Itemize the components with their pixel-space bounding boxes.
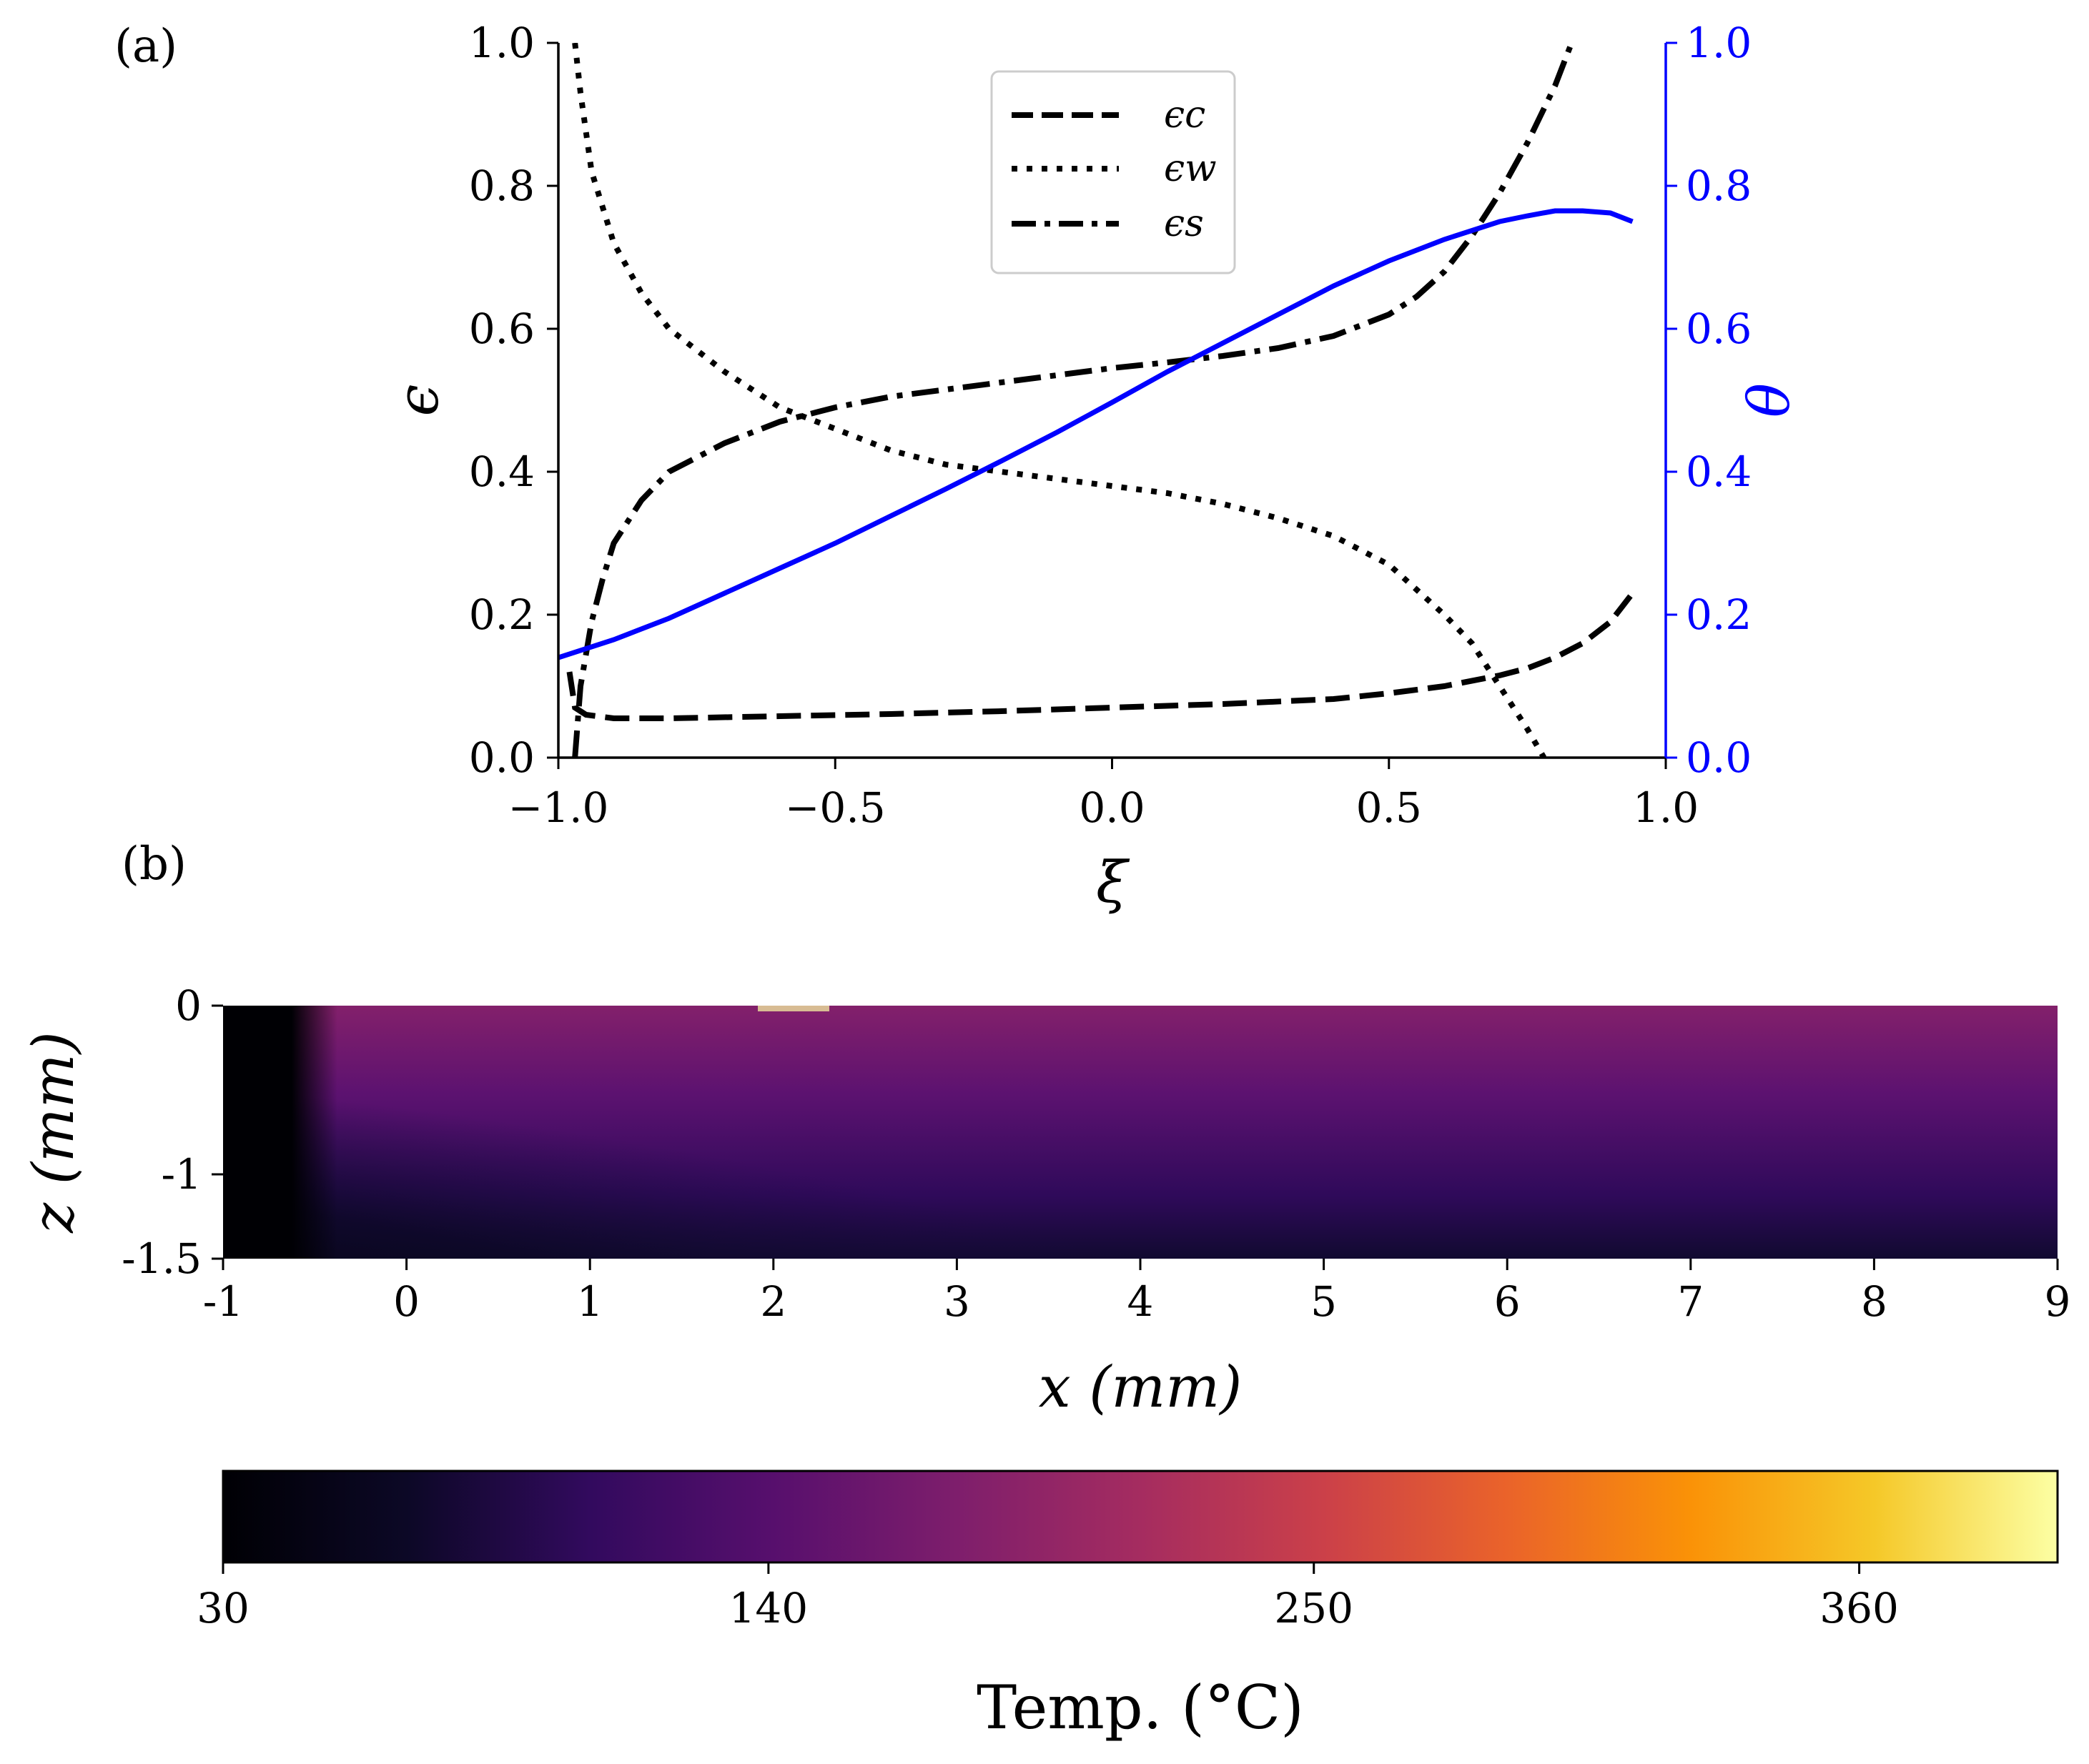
x-tick-label: 0.5: [1356, 783, 1422, 832]
heatmap-x-tick-label: 8: [1861, 1277, 1887, 1326]
y-tick-label: 0.2: [469, 590, 535, 639]
heatmap-x-tick-label: 9: [2045, 1277, 2071, 1326]
y2-tick-label: 0.0: [1686, 733, 1752, 782]
heatmap-peak-marker: [758, 1006, 829, 1011]
series-line-theta: [558, 208, 1634, 660]
x-tick-label: 0.0: [1079, 783, 1145, 832]
colorbar: 30 140 250 360 Temp. (°C): [197, 1470, 2059, 1743]
heatmap-x-tick-label: 7: [1677, 1277, 1704, 1326]
heatmap-y-tick-label: -1: [162, 1150, 202, 1199]
legend-frame: [990, 70, 1236, 274]
colorbar-gradient: [222, 1470, 2059, 1564]
legend: ϵc ϵw ϵs: [990, 70, 1236, 274]
y2-axis-label-theta: θ: [1736, 383, 1802, 417]
heatmap-x-tick-label: 6: [1494, 1277, 1521, 1326]
y-tick-label: 0.0: [469, 733, 535, 782]
panel-a-plot: −1.0 −0.5 0.0 0.5 1.00.00.20.40.60.81.00.00.…: [385, 19, 1802, 916]
heatmap-x-tick-label: 5: [1310, 1277, 1337, 1326]
y2-tick-label: 0.6: [1686, 304, 1752, 353]
heatmap-x-tick-label: 2: [760, 1277, 786, 1326]
heatmap-cold-zone: [223, 1023, 1474, 1259]
series-line-ew: [572, 43, 1547, 758]
panel-b-label: (b): [122, 838, 187, 891]
x-axis-label-x-mm: x (mm): [1039, 1354, 1243, 1420]
y-tick-label: 0.6: [469, 304, 535, 353]
colorbar-tick-label: 360: [1819, 1584, 1899, 1632]
x-axis-label-xi: ξ: [1096, 849, 1130, 916]
y-axis-label-epsilon: ϵ: [385, 385, 451, 417]
heatmap-x-tick-label: -1: [203, 1277, 244, 1326]
y2-tick-label: 0.4: [1686, 447, 1752, 496]
colorbar-tick-label: 250: [1274, 1584, 1353, 1632]
legend-label-ec: ϵc: [1164, 94, 1205, 137]
colorbar-label: Temp. (°C): [977, 1673, 1304, 1743]
panel-a-label: (a): [114, 20, 177, 73]
heatmap-x-tick-label: 0: [393, 1277, 420, 1326]
heatmap-x-tick-label: 1: [577, 1277, 603, 1326]
legend-label-ew: ϵw: [1164, 147, 1217, 190]
heatmap-y-tick-label: 0: [175, 981, 202, 1030]
y2-tick-label: 0.2: [1686, 590, 1752, 639]
x-tick-label: −0.5: [785, 783, 886, 832]
heatmap-y-tick-label: -1.5: [122, 1234, 202, 1283]
legend-label-es: ϵs: [1164, 202, 1204, 245]
series-line-ec: [566, 591, 1635, 721]
x-tick-label: 1.0: [1633, 783, 1699, 832]
heatmap-x-tick-label: 3: [944, 1277, 970, 1326]
y-axis-label-z-mm: z (mm): [20, 1031, 87, 1234]
y-tick-label: 0.4: [469, 447, 535, 496]
series-line-es: [572, 43, 1575, 758]
colorbar-tick-label: 30: [197, 1584, 250, 1632]
x-tick-label: −1.0: [508, 783, 609, 832]
colorbar-tick-label: 140: [729, 1584, 809, 1632]
panel-b-heatmap: -1 0 1 2 3 4 5 6 7 8 90-1-1.5 x (mm) z (mm): [20, 981, 2071, 1420]
heatmap-x-tick-label: 4: [1127, 1277, 1154, 1326]
y-tick-label: 0.8: [469, 162, 535, 210]
y2-tick-label: 1.0: [1686, 19, 1752, 67]
heatmap-left-cold: [223, 1006, 337, 1259]
y2-tick-label: 0.8: [1686, 162, 1752, 210]
y-tick-label: 1.0: [469, 19, 535, 67]
